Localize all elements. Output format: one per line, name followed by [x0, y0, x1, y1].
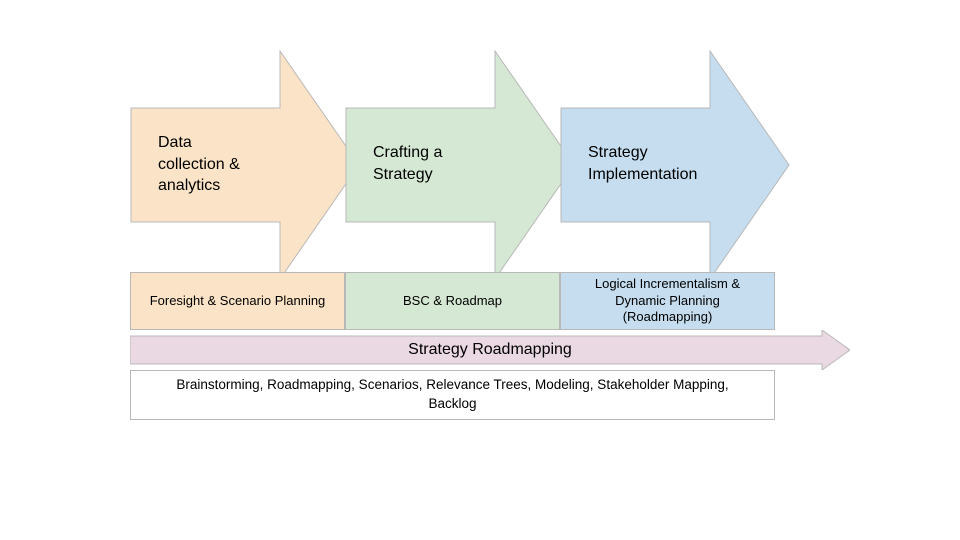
arrow-label-2: Crafting aStrategy: [373, 142, 442, 185]
process-arrow-1: Datacollection &analytics: [130, 50, 360, 280]
strategy-diagram: Datacollection &analytics Crafting aStra…: [130, 50, 850, 420]
process-arrow-2: Crafting aStrategy: [345, 50, 575, 280]
method-boxes-row: Foresight & Scenario Planning BSC & Road…: [130, 272, 850, 330]
techniques-box: Brainstorming, Roadmapping, Scenarios, R…: [130, 370, 775, 420]
roadmapping-arrow-label: Strategy Roadmapping: [408, 341, 572, 359]
arrow-label-3: StrategyImplementation: [588, 142, 697, 185]
roadmapping-arrow-row: Strategy Roadmapping: [130, 330, 850, 370]
method-box-2: BSC & Roadmap: [345, 272, 560, 330]
process-arrow-3: StrategyImplementation: [560, 50, 790, 280]
method-box-1: Foresight & Scenario Planning: [130, 272, 345, 330]
arrow-label-1: Datacollection &analytics: [158, 132, 240, 197]
arrows-row: Datacollection &analytics Crafting aStra…: [130, 50, 850, 280]
method-box-3: Logical Incrementalism & Dynamic Plannin…: [560, 272, 775, 330]
